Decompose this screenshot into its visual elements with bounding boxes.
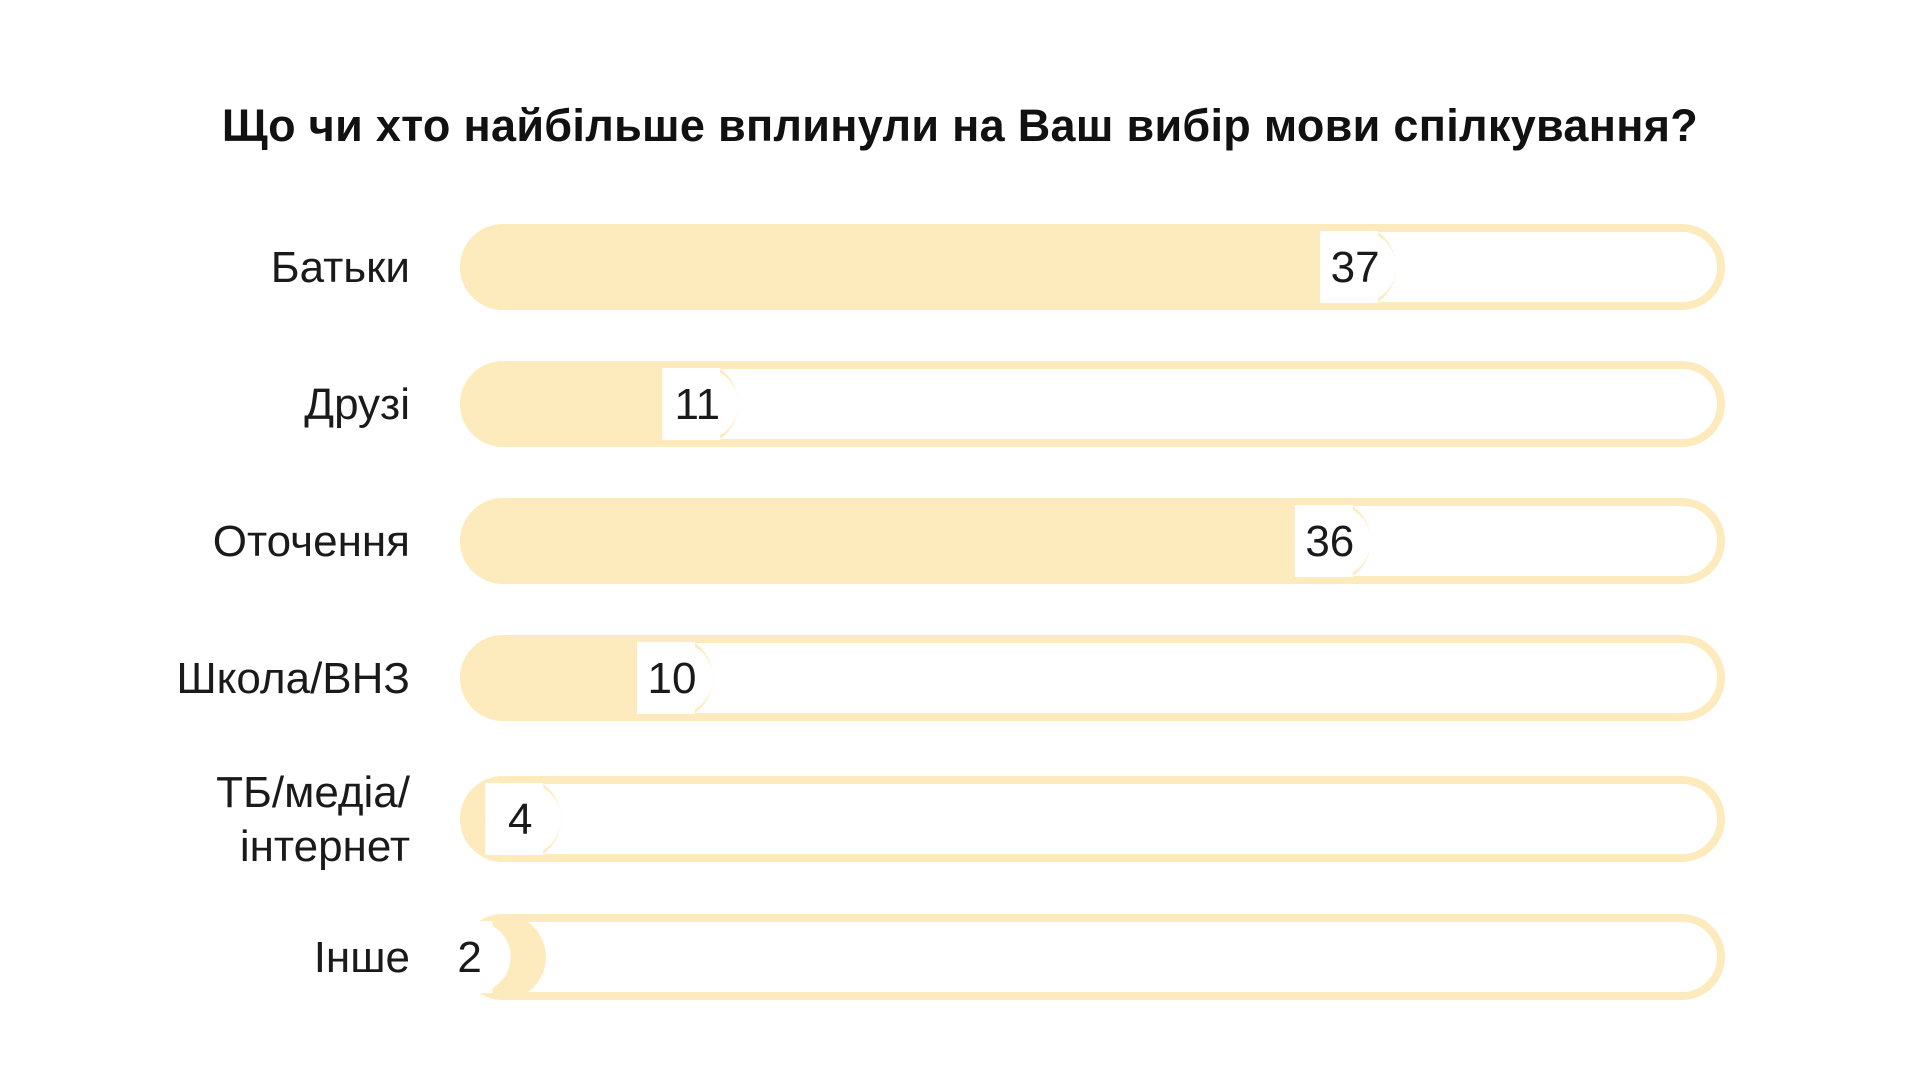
value-box [485,783,544,855]
value-label: 4 [508,795,532,844]
category-label-line: Школа/ВНЗ [176,654,410,703]
category-label: Друзі [304,380,410,429]
category-label-line: Інше [314,933,410,982]
category-label: Батьки [271,243,410,292]
chart-title: Що чи хто найбільше вплинули на Ваш вибі… [221,100,1699,151]
value-label: 11 [674,380,720,429]
value-label: 2 [457,933,481,982]
value-box [434,921,493,993]
category-label-line: Друзі [304,380,410,429]
category-label-line: Батьки [271,243,410,292]
category-label: Інше [314,933,410,982]
value-label: 37 [1331,243,1380,292]
category-label-line: інтернет [240,822,410,871]
bar-track [460,914,1725,1000]
category-label-line: ТБ/медіа/ [216,768,411,817]
value-box [1320,231,1379,303]
value-box [1294,505,1353,577]
category-label: Оточення [213,517,410,566]
category-label-line: Оточення [213,517,410,566]
bar [460,498,1371,584]
category-label: Школа/ВНЗ [176,654,410,703]
value-label: 10 [648,654,697,703]
value-label: 36 [1305,517,1354,566]
category-label: ТБ/медіа/інтернет [216,768,411,871]
bar [460,224,1397,310]
bar-track [460,776,1725,862]
value-box [662,368,721,440]
value-box [637,642,695,714]
